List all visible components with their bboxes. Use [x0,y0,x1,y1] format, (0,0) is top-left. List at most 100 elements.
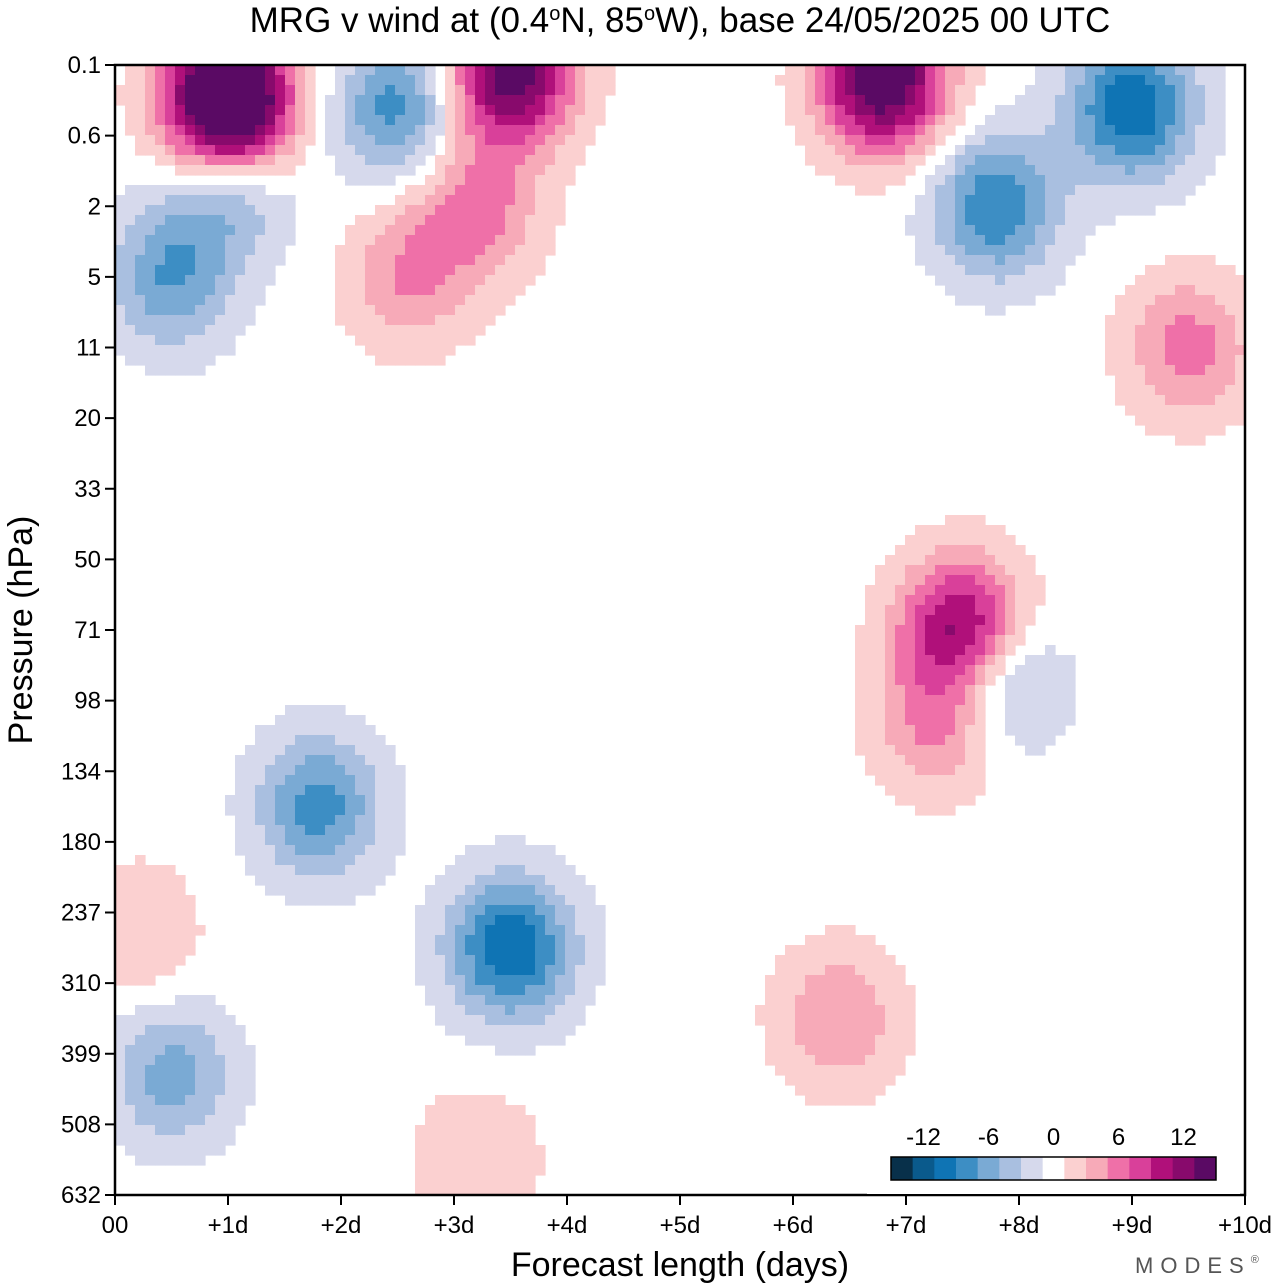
field-cell [235,1065,246,1076]
field-cell [435,1125,446,1136]
field-cell [515,145,526,156]
field-cell [915,675,926,686]
field-cell [215,1125,226,1136]
field-cell [155,1035,166,1046]
field-cell [345,295,356,306]
field-cell [515,1025,526,1036]
field-cell [1185,175,1196,186]
field-cell [1225,305,1236,316]
field-cell [995,115,1006,126]
field-cell [325,805,336,816]
field-cell [1055,125,1066,136]
field-cell [255,85,266,96]
field-cell [575,915,586,926]
field-cell [265,165,276,176]
field-cell [1185,425,1196,436]
field-cell [325,835,336,846]
field-cell [305,95,316,106]
field-cell [1195,155,1206,166]
field-cell [155,885,166,896]
field-cell [1185,295,1196,306]
field-cell [175,995,186,1006]
field-cell [275,755,286,766]
field-cell [1025,145,1036,156]
field-cell [275,865,286,876]
field-cell [855,965,866,976]
field-cell [285,155,296,166]
field-cell [945,785,956,796]
field-cell [995,125,1006,136]
field-cell [135,1125,146,1136]
field-cell [965,545,976,556]
field-cell [245,1095,256,1106]
field-cell [235,275,246,286]
field-cell [795,1045,806,1056]
field-cell [445,955,456,966]
field-cell [335,315,346,326]
field-cell [1005,215,1016,226]
field-cell [1025,555,1036,566]
field-cell [495,1145,506,1156]
field-cell [495,1155,506,1166]
field-cell [835,65,846,76]
field-cell [305,875,316,886]
field-cell [915,685,926,696]
field-cell [905,685,916,696]
field-cell [795,105,806,116]
field-cell [1075,115,1086,126]
field-cell [845,1015,856,1026]
field-cell [1115,395,1126,406]
field-cell [1045,165,1056,176]
field-cell [1225,265,1236,276]
field-cell [565,1025,576,1036]
field-cell [435,105,446,116]
field-cell [185,105,196,116]
field-cell [485,275,496,286]
field-cell [345,245,356,256]
field-cell [825,135,836,146]
field-cell [975,565,986,576]
field-cell [1035,185,1046,196]
field-cell [395,305,406,316]
field-cell [225,1035,236,1046]
field-cell [805,945,816,956]
field-cell [145,1145,156,1156]
field-cell [605,85,616,96]
field-cell [225,225,236,236]
field-cell [975,605,986,616]
field-cell [1205,145,1216,156]
field-cell [505,1155,516,1166]
field-cell [215,325,226,336]
field-cell [885,665,896,676]
field-cell [385,135,396,146]
field-cell [455,1125,466,1136]
colorbar-swatch [1042,1157,1065,1180]
field-cell [1025,85,1036,96]
field-cell [915,615,926,626]
field-cell [1025,265,1036,276]
field-cell [1045,705,1056,716]
field-cell [1175,405,1186,416]
field-cell [445,195,456,206]
field-cell [985,575,996,586]
field-cell [485,105,496,116]
field-cell [475,965,486,976]
field-cell [945,745,956,756]
field-cell [1025,255,1036,266]
field-cell [1085,215,1096,226]
field-cell [945,715,956,726]
field-cell [405,165,416,176]
field-cell [1175,165,1186,176]
field-cell [165,905,176,916]
field-cell [155,1115,166,1126]
field-cell [455,155,466,166]
field-cell [255,795,266,806]
field-cell [245,785,256,796]
field-cell [915,735,926,746]
field-cell [225,1115,236,1126]
field-cell [225,75,236,86]
field-cell [565,1015,576,1026]
field-cell [275,845,286,856]
field-cell [175,1045,186,1056]
